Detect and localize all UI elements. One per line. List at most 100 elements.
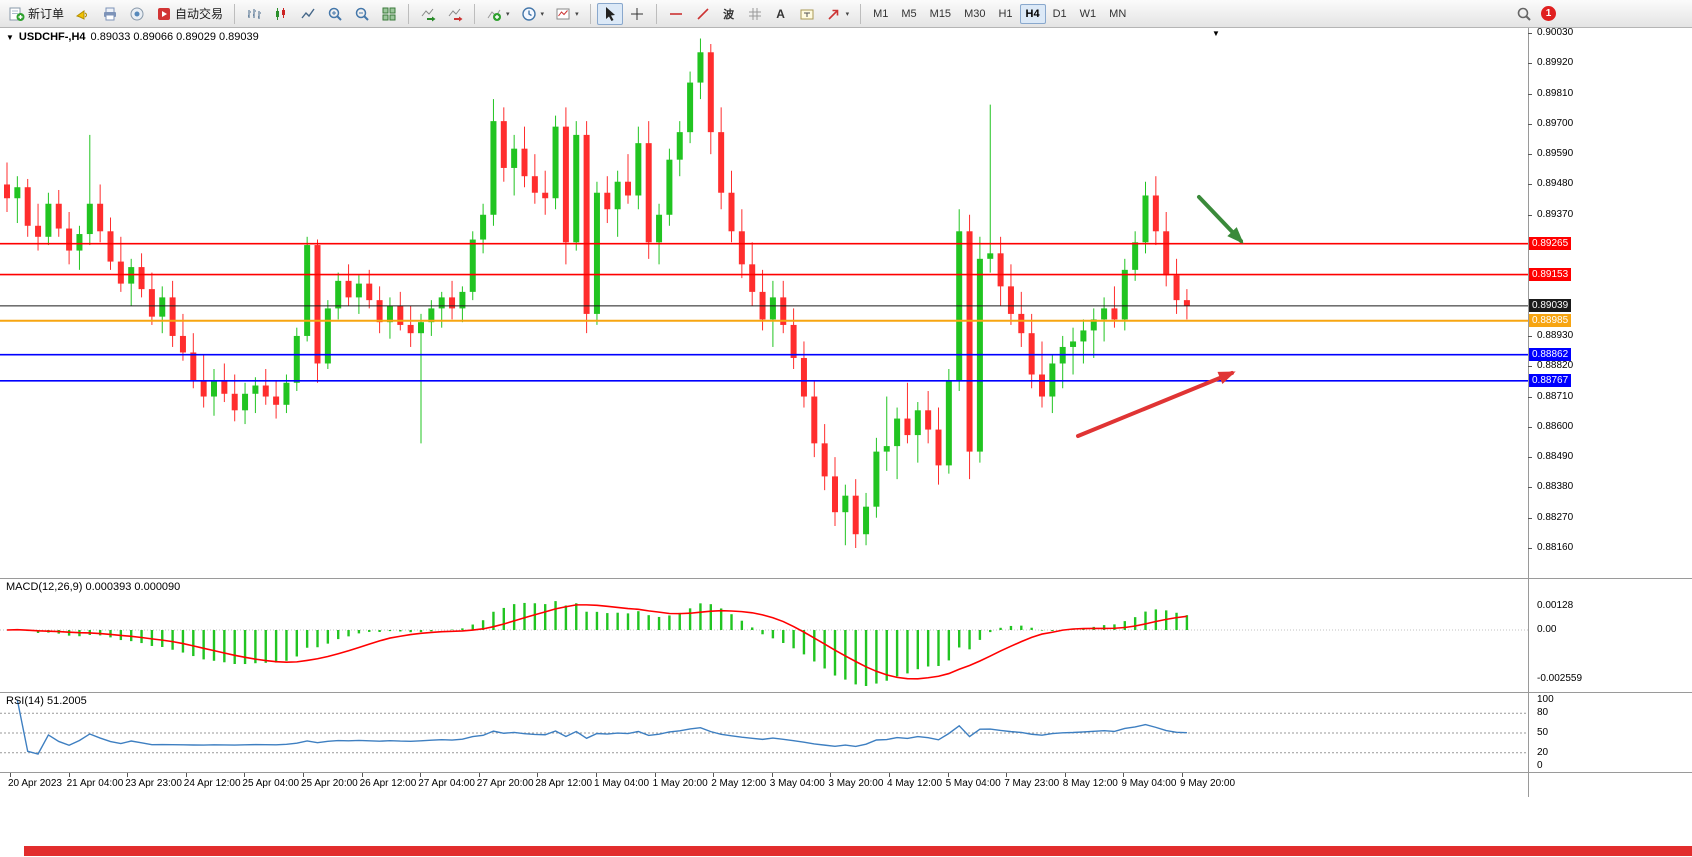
- timeframe-button-d1[interactable]: D1: [1052, 7, 1067, 20]
- candle-body: [252, 385, 259, 394]
- zoom-in-button[interactable]: [322, 3, 348, 25]
- tile-windows-button[interactable]: [376, 3, 402, 25]
- new-order-icon: [9, 7, 25, 21]
- search-icon[interactable]: [1516, 6, 1532, 22]
- candle-body: [117, 261, 124, 284]
- crosshair-icon: [630, 7, 643, 20]
- trendline-icon: [697, 7, 709, 20]
- price-axis[interactable]: [1528, 28, 1692, 772]
- alerts-button[interactable]: [70, 3, 96, 25]
- timeframe-button-w1[interactable]: W1: [1079, 7, 1097, 20]
- auto-scroll-button[interactable]: [415, 3, 441, 25]
- candle-body: [614, 181, 621, 210]
- text-tool-button[interactable]: A: [769, 3, 793, 25]
- panel-separator[interactable]: [0, 692, 1692, 693]
- candle-body: [128, 267, 135, 284]
- toolbar-separator: [408, 3, 410, 24]
- candle-body: [852, 495, 859, 535]
- grid-tool-button[interactable]: [742, 3, 768, 25]
- candle-body: [138, 267, 145, 290]
- candle-body: [355, 283, 362, 298]
- collapse-triangle-icon[interactable]: ▼: [6, 32, 14, 42]
- horizontal-line-tool-button[interactable]: [663, 3, 689, 25]
- panel-separator[interactable]: [0, 578, 1692, 579]
- macd-signal-line: [6, 604, 1188, 680]
- candle-body: [221, 380, 228, 394]
- candle-body: [1028, 333, 1035, 375]
- candle-body: [200, 380, 207, 397]
- community-button[interactable]: [124, 3, 150, 25]
- candle-body: [966, 231, 973, 452]
- candlestick-chart-button[interactable]: [268, 3, 294, 25]
- candle-body: [676, 132, 683, 160]
- chart-end-marker-icon[interactable]: ▼: [1212, 29, 1220, 38]
- candle-body: [604, 192, 611, 210]
- candle-body: [397, 305, 404, 325]
- print-button[interactable]: [97, 3, 123, 25]
- candle-body: [811, 396, 818, 444]
- candle-body: [583, 134, 590, 314]
- candle-body: [1070, 341, 1077, 347]
- candle-body: [314, 245, 321, 364]
- candle-body: [1080, 330, 1087, 342]
- candle-body: [262, 385, 269, 397]
- time-axis[interactable]: [0, 772, 1528, 798]
- main-chart-area[interactable]: [0, 28, 1528, 578]
- toolbar-separator: [474, 3, 476, 24]
- cursor-icon: [605, 6, 615, 21]
- candle-body: [666, 159, 673, 215]
- candlestick-chart-icon: [276, 7, 286, 20]
- wave-tool-button[interactable]: 波: [717, 3, 741, 25]
- candle-body: [418, 322, 424, 334]
- arrow-tool-icon: [828, 9, 838, 20]
- zoom-in-icon: [328, 7, 342, 21]
- rsi-indicator-area[interactable]: [0, 692, 1528, 772]
- candle-body: [45, 203, 52, 237]
- zoom-out-button[interactable]: [349, 3, 375, 25]
- timeframe-group: M1 M5 M15 M30 H1 H4 D1 W1 MN: [867, 3, 1132, 24]
- macd-indicator-label: MACD(12,26,9) 0.000393 0.000090: [6, 581, 181, 593]
- candle-body: [697, 52, 704, 83]
- autotrading-button[interactable]: 自动交易: [151, 3, 228, 25]
- candle-body: [4, 184, 10, 199]
- line-chart-button[interactable]: [295, 3, 321, 25]
- indicators-button[interactable]: ▾: [481, 3, 515, 25]
- candle-body: [24, 187, 31, 226]
- chevron-down-icon: ▾: [845, 10, 850, 18]
- new-order-button[interactable]: 新订单: [4, 3, 69, 25]
- candle-body: [500, 121, 507, 168]
- candle-body: [511, 148, 518, 168]
- candle-body: [55, 203, 62, 229]
- crosshair-button[interactable]: [624, 3, 650, 25]
- autotrading-icon: [158, 7, 171, 20]
- line-chart-icon: [301, 8, 315, 18]
- candle-body: [842, 495, 849, 513]
- timeframe-button-h1[interactable]: H1: [998, 7, 1013, 20]
- candle-body: [914, 410, 921, 436]
- timeframe-button-h4[interactable]: H4: [1019, 3, 1046, 24]
- timeframe-button-m5[interactable]: M5: [901, 7, 917, 20]
- trendline-tool-button[interactable]: [690, 3, 716, 25]
- candle-body: [1132, 242, 1139, 270]
- timeframe-button-m15[interactable]: M15: [929, 7, 952, 20]
- templates-button[interactable]: ▾: [550, 3, 584, 25]
- candle-body: [1049, 363, 1056, 397]
- timeframe-button-m1[interactable]: M1: [873, 7, 889, 20]
- timeframe-button-m30[interactable]: M30: [964, 7, 986, 20]
- chart-shift-button[interactable]: [442, 3, 468, 25]
- bottom-red-bar: [24, 846, 1692, 856]
- chevron-down-icon: ▾: [540, 10, 545, 18]
- toolbar-separator: [655, 3, 657, 24]
- arrows-tool-button[interactable]: ▾: [821, 3, 855, 25]
- notification-badge[interactable]: 1: [1541, 6, 1556, 21]
- timeframe-button-mn[interactable]: MN: [1109, 7, 1127, 20]
- macd-indicator-area[interactable]: [0, 578, 1528, 692]
- periods-button[interactable]: ▾: [516, 3, 550, 25]
- template-icon: [556, 8, 570, 19]
- candle-body: [211, 380, 217, 397]
- bar-chart-button[interactable]: [241, 3, 267, 25]
- candle-body: [1101, 308, 1108, 320]
- cursor-button[interactable]: [596, 2, 623, 25]
- label-tool-button[interactable]: [794, 3, 820, 25]
- candle-body: [707, 52, 714, 133]
